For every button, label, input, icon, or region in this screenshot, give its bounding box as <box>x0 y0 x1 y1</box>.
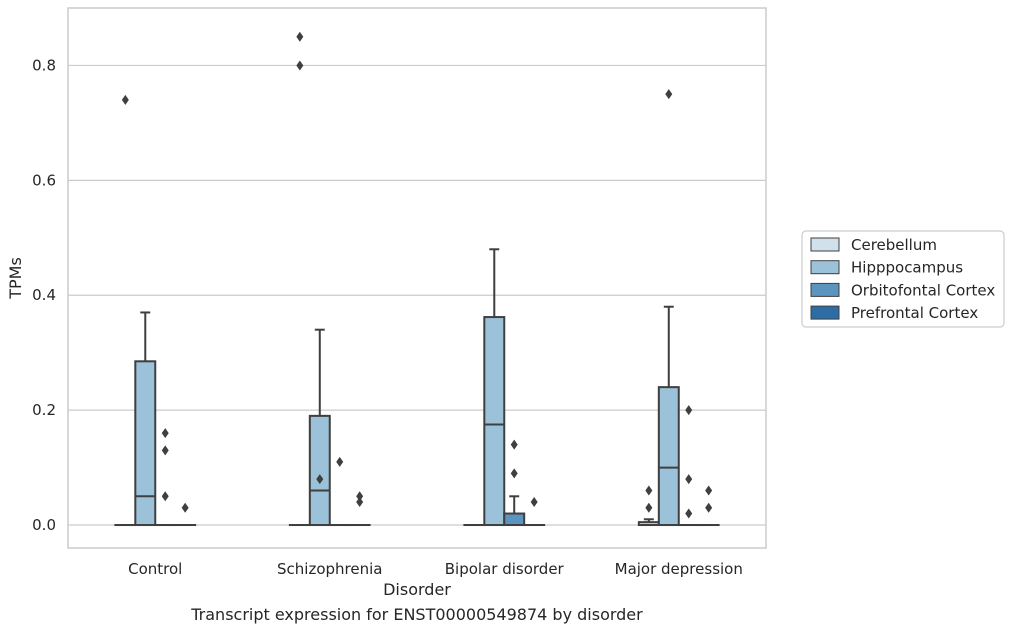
x-ticks: Control Schizophrenia Bipolar disorder Majo… <box>128 560 743 578</box>
box-2-2 <box>503 439 526 527</box>
box-body <box>483 316 506 527</box>
y-ticks: 0.0 0.2 0.4 0.6 0.8 <box>32 56 56 534</box>
box-body <box>308 414 331 527</box>
outlier-point <box>356 491 364 502</box>
box-0-0 <box>114 94 137 527</box>
outlier-point <box>685 508 693 519</box>
legend-item: Prefrontal Cortex <box>810 304 978 322</box>
outlier-point <box>685 474 693 485</box>
y-tick-label: 0.0 <box>32 516 56 534</box>
box-3-1 <box>348 491 371 527</box>
legend-label: Orbitofontal Cortex <box>851 281 995 299</box>
outlier-point <box>645 485 653 496</box>
outlier-point <box>665 89 673 100</box>
legend: Cerebellum Hipppocampus Orbitofontal Corte… <box>801 230 1005 328</box>
y-tick-label: 0.2 <box>32 401 56 419</box>
legend-swatch <box>810 305 840 320</box>
legend-swatch <box>810 260 840 275</box>
chart-caption: Transcript expression for ENST0000054987… <box>191 605 643 624</box>
outlier-point <box>705 485 713 496</box>
x-tick-label: Schizophrenia <box>277 560 382 578</box>
outlier-point <box>510 468 518 479</box>
outlier-point <box>316 474 324 485</box>
box-body <box>134 360 157 527</box>
box-1-2 <box>483 248 506 527</box>
x-axis-label: Disorder <box>383 580 451 599</box>
legend-item: Orbitofontal Cortex <box>810 281 995 299</box>
outlier-point <box>336 456 344 467</box>
y-axis-label: TPMs <box>6 257 25 300</box>
legend-label: Hipppocampus <box>851 259 963 277</box>
outlier-point <box>685 405 693 416</box>
legend-label: Prefrontal Cortex <box>851 304 978 322</box>
box-1-3 <box>657 89 680 527</box>
box-3-2 <box>523 497 546 527</box>
legend-swatch <box>810 282 840 297</box>
box-plots <box>114 31 720 527</box>
y-tick-label: 0.4 <box>32 286 56 304</box>
outlier-point <box>530 497 538 508</box>
box-body <box>657 386 680 527</box>
box-2-3 <box>677 405 700 527</box>
x-tick-label: Bipolar disorder <box>445 560 565 578</box>
box-3-0 <box>174 502 197 527</box>
outlier-point <box>356 497 364 508</box>
outlier-point <box>161 428 169 439</box>
legend-swatch <box>810 237 840 252</box>
outlier-point <box>161 445 169 456</box>
box-2-0 <box>154 428 177 527</box>
legend-box <box>801 230 1005 328</box>
outlier-point <box>161 491 169 502</box>
outlier-point <box>296 60 304 71</box>
outlier-point <box>510 439 518 450</box>
legend-label: Cerebellum <box>851 236 937 254</box>
x-tick-label: Control <box>128 560 182 578</box>
outlier-point <box>705 502 713 513</box>
outlier-point <box>645 502 653 513</box>
box-3-3 <box>697 485 720 527</box>
x-tick-label: Major depression <box>615 560 743 578</box>
box-body <box>503 512 526 527</box>
legend-item: Hipppocampus <box>810 259 963 277</box>
y-tick-label: 0.8 <box>32 56 56 74</box>
outlier-point <box>121 94 129 105</box>
box-0-3 <box>637 485 660 527</box>
plot-frame <box>67 7 767 549</box>
outlier-point <box>296 31 304 42</box>
box-1-0 <box>134 311 157 527</box>
y-tick-label: 0.6 <box>32 171 56 189</box>
box-2-1 <box>328 456 351 527</box>
box-0-1 <box>288 31 311 527</box>
legend-item: Cerebellum <box>810 236 937 254</box>
box-1-1 <box>308 328 331 527</box>
outlier-point <box>181 502 189 513</box>
